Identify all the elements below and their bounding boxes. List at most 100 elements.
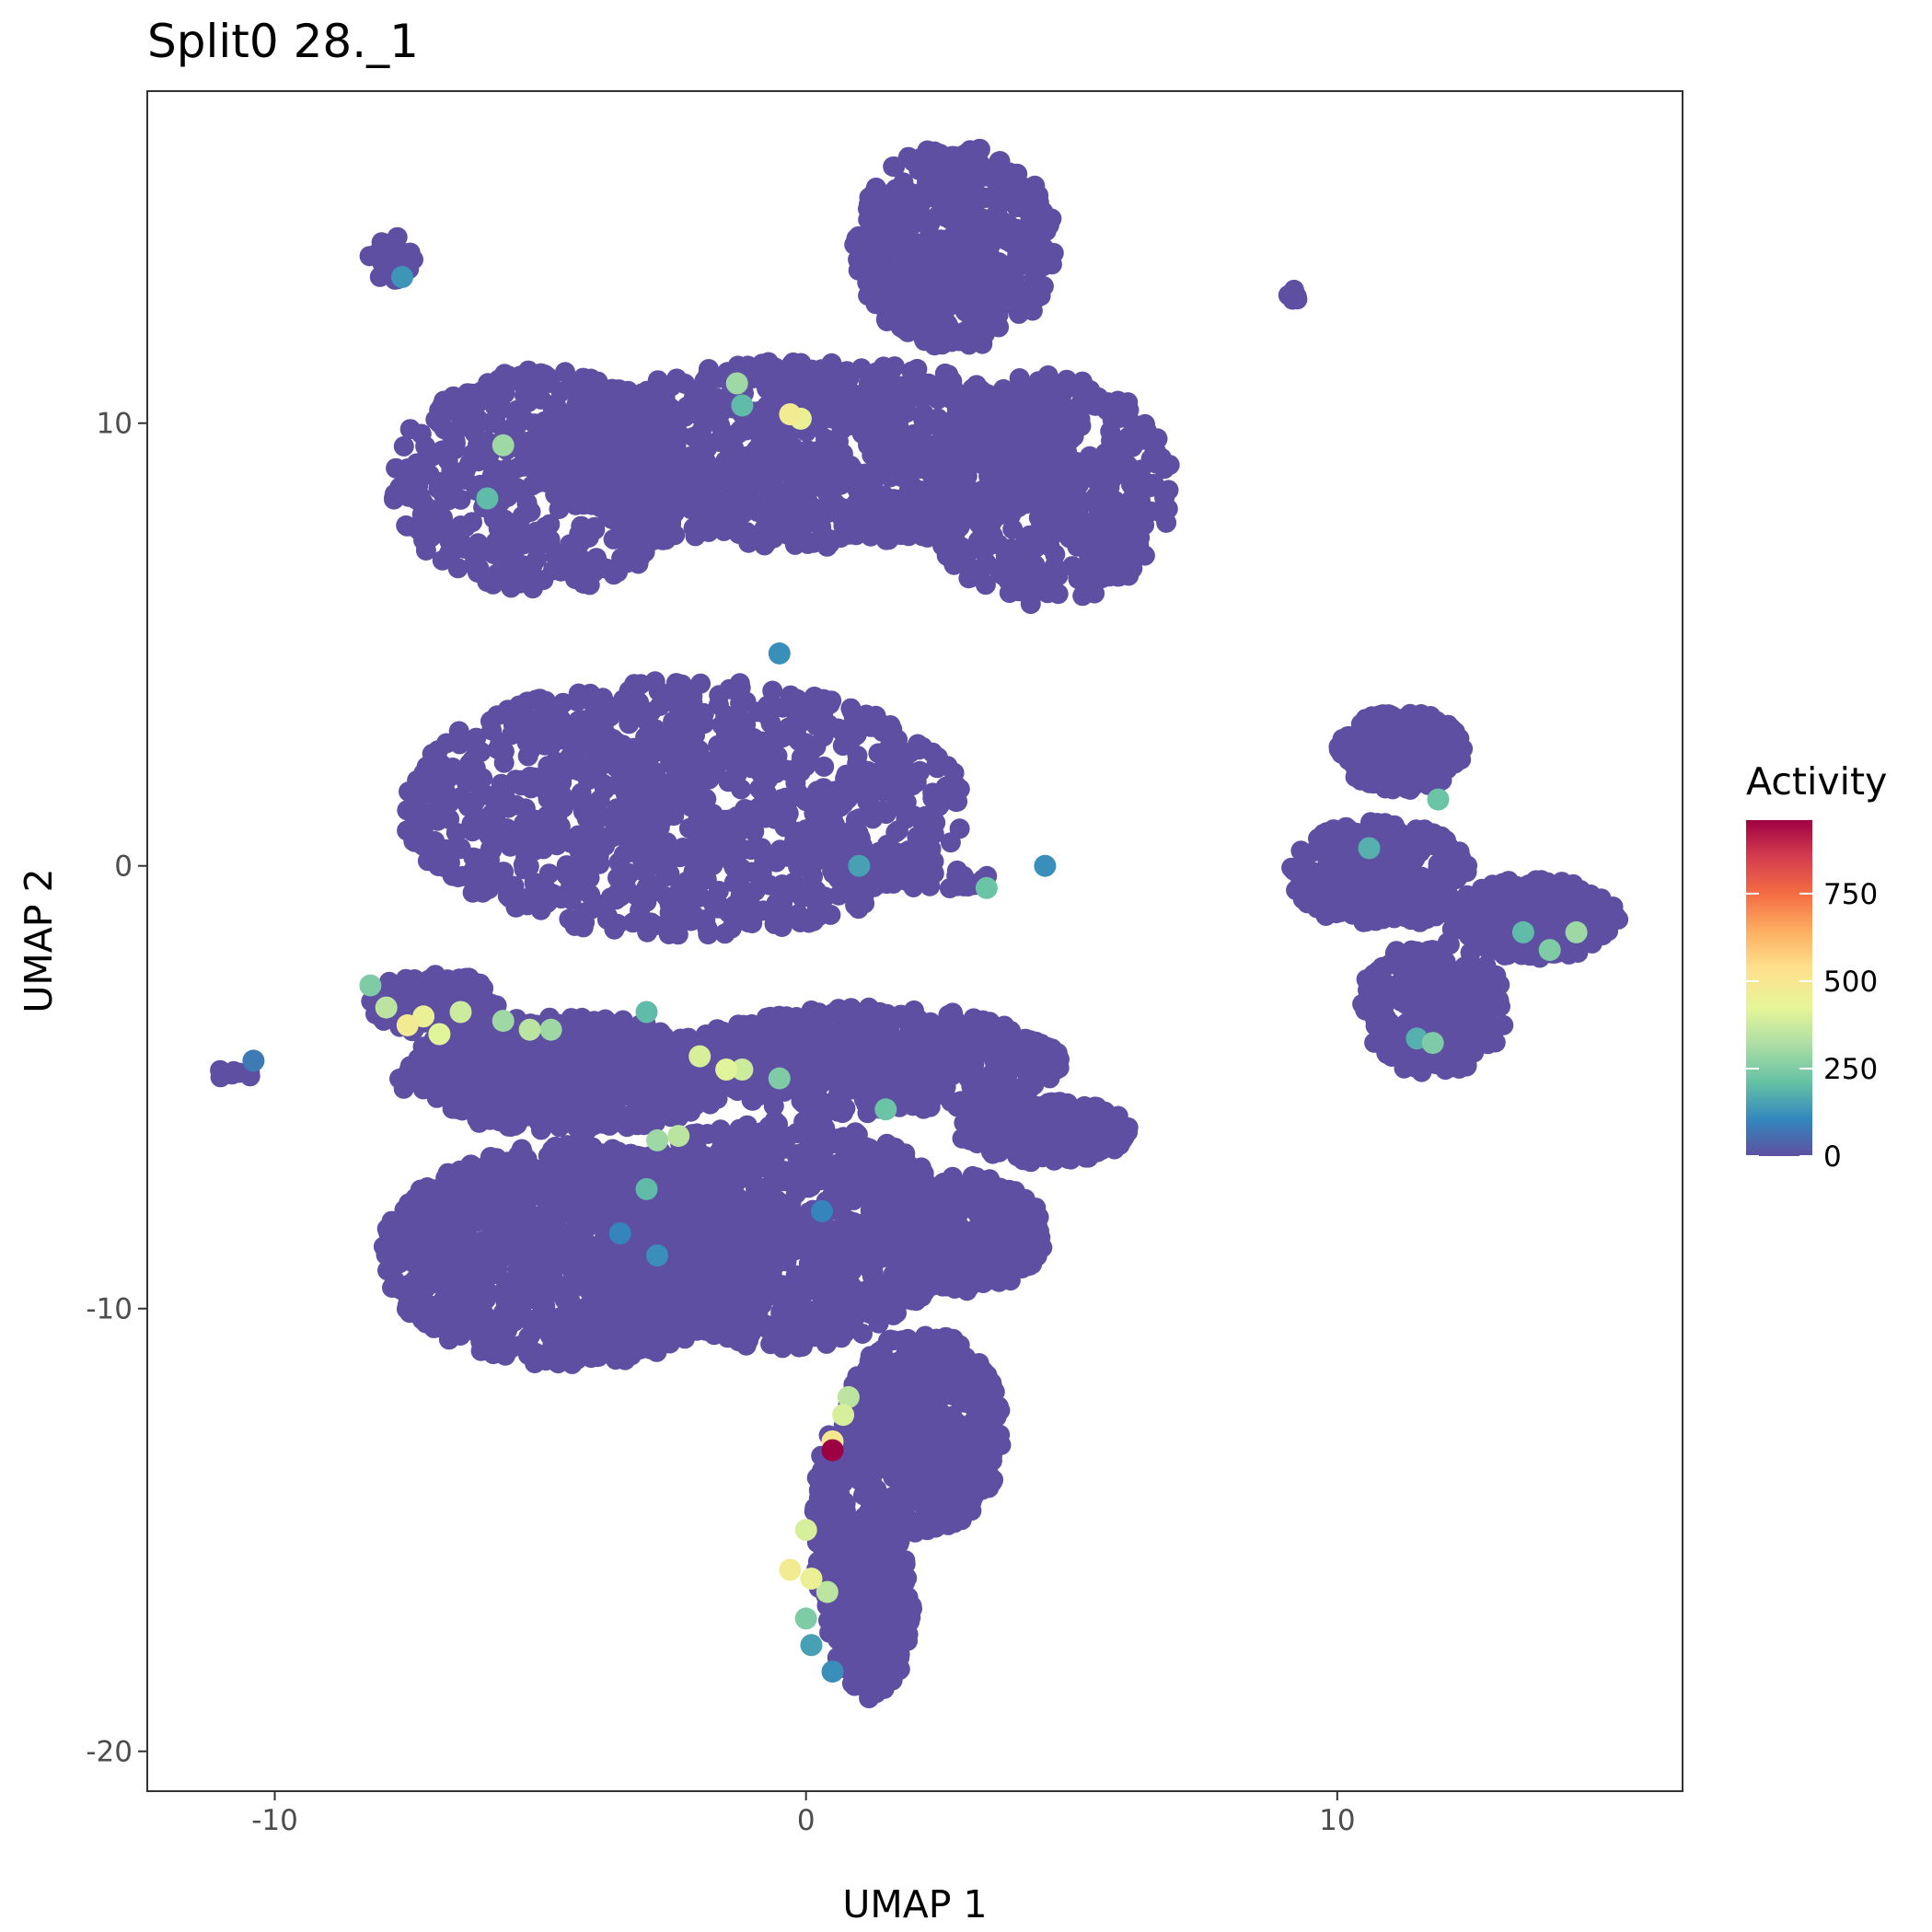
cell-point <box>995 450 1016 471</box>
cell-point <box>581 898 602 920</box>
cell-point <box>657 688 678 709</box>
cell-point <box>922 150 943 171</box>
cell-point <box>938 532 959 553</box>
cell-point <box>1078 512 1099 533</box>
cell-point <box>489 383 510 404</box>
chart-title: Split0 28._1 <box>147 15 419 68</box>
cell-point <box>544 445 565 466</box>
cell-point <box>643 431 665 452</box>
cell-point <box>672 838 693 858</box>
cell-point <box>408 475 429 496</box>
cell-point <box>450 838 471 859</box>
cell-point <box>920 331 942 353</box>
cell-point <box>931 1026 952 1047</box>
cell-point <box>797 533 818 554</box>
cell-point <box>569 1042 590 1063</box>
cell-point <box>578 722 599 743</box>
cell-point <box>1020 423 1041 445</box>
cell-point <box>973 160 994 181</box>
cell-point <box>611 482 631 503</box>
cell-point <box>1008 286 1029 307</box>
cell-point <box>612 421 632 442</box>
cell-point <box>638 780 659 801</box>
cell-point <box>539 529 561 550</box>
cell-point <box>524 767 545 788</box>
cell-point <box>626 842 647 863</box>
cell-point <box>997 263 1018 284</box>
cell-point <box>564 375 585 396</box>
cell-point <box>1079 462 1100 483</box>
cell-point <box>831 445 852 467</box>
cell-point <box>899 285 920 307</box>
cell-point <box>975 323 995 344</box>
cell-point <box>840 698 862 719</box>
cell-point <box>472 768 493 789</box>
cell-point <box>455 1042 476 1063</box>
cell-point <box>781 480 802 502</box>
cell-point <box>607 883 628 904</box>
cell-point <box>1028 507 1049 528</box>
cell-point <box>447 419 469 440</box>
cell-point <box>855 1088 876 1109</box>
cell-point <box>841 999 862 1020</box>
cell-point <box>824 405 845 425</box>
cell-point <box>875 217 896 238</box>
cell-point <box>393 435 414 457</box>
cell-point <box>452 1078 473 1099</box>
cell-point <box>872 800 893 821</box>
cell-point <box>496 458 517 480</box>
cell-point <box>830 469 851 491</box>
cell-point <box>722 710 743 731</box>
cell-point <box>814 756 835 777</box>
cell-point <box>575 827 596 849</box>
cell-point <box>693 702 714 723</box>
cell-point <box>822 793 843 815</box>
cell-point <box>917 229 938 250</box>
cell-point <box>537 467 558 488</box>
cell-point <box>512 828 533 849</box>
cell-point <box>754 535 775 556</box>
cell-point <box>755 422 775 443</box>
cell-point <box>573 573 594 594</box>
cell-point <box>425 409 446 430</box>
cell-point <box>386 457 407 479</box>
cell-point <box>555 1069 576 1090</box>
cell-point <box>1057 423 1078 445</box>
cell-point <box>1025 1059 1046 1081</box>
cell-point <box>636 1093 657 1113</box>
cell-point <box>607 913 629 934</box>
cell-point <box>559 1110 580 1131</box>
cell-point <box>829 836 850 857</box>
cell-point <box>422 744 443 764</box>
cell-point <box>661 733 682 754</box>
cell-point <box>697 810 718 831</box>
cell-point <box>715 827 736 849</box>
cell-point <box>473 442 494 463</box>
cell-point <box>891 306 911 327</box>
cell-point <box>729 673 750 694</box>
cell-point <box>1101 430 1122 451</box>
cell-point <box>479 878 499 899</box>
cell-point <box>869 523 890 543</box>
cell-point <box>759 362 781 383</box>
cell-point <box>822 364 843 385</box>
cell-point <box>869 1039 890 1060</box>
cell-point <box>424 1052 445 1073</box>
cell-point <box>578 859 599 879</box>
cell-point <box>833 515 854 537</box>
cell-point <box>517 431 538 452</box>
cell-point <box>688 739 710 760</box>
cell-point <box>568 683 589 704</box>
cell-point <box>1157 498 1178 519</box>
cell-point <box>758 1035 779 1056</box>
cell-point <box>543 560 563 581</box>
cell-point <box>932 256 954 277</box>
cell-point <box>913 1098 934 1119</box>
cell-point <box>389 1068 410 1089</box>
cell-point <box>983 1030 1004 1051</box>
cell-point <box>839 367 860 388</box>
cell-point <box>661 909 682 931</box>
cell-point <box>827 1090 848 1111</box>
cell-point <box>700 1026 721 1047</box>
